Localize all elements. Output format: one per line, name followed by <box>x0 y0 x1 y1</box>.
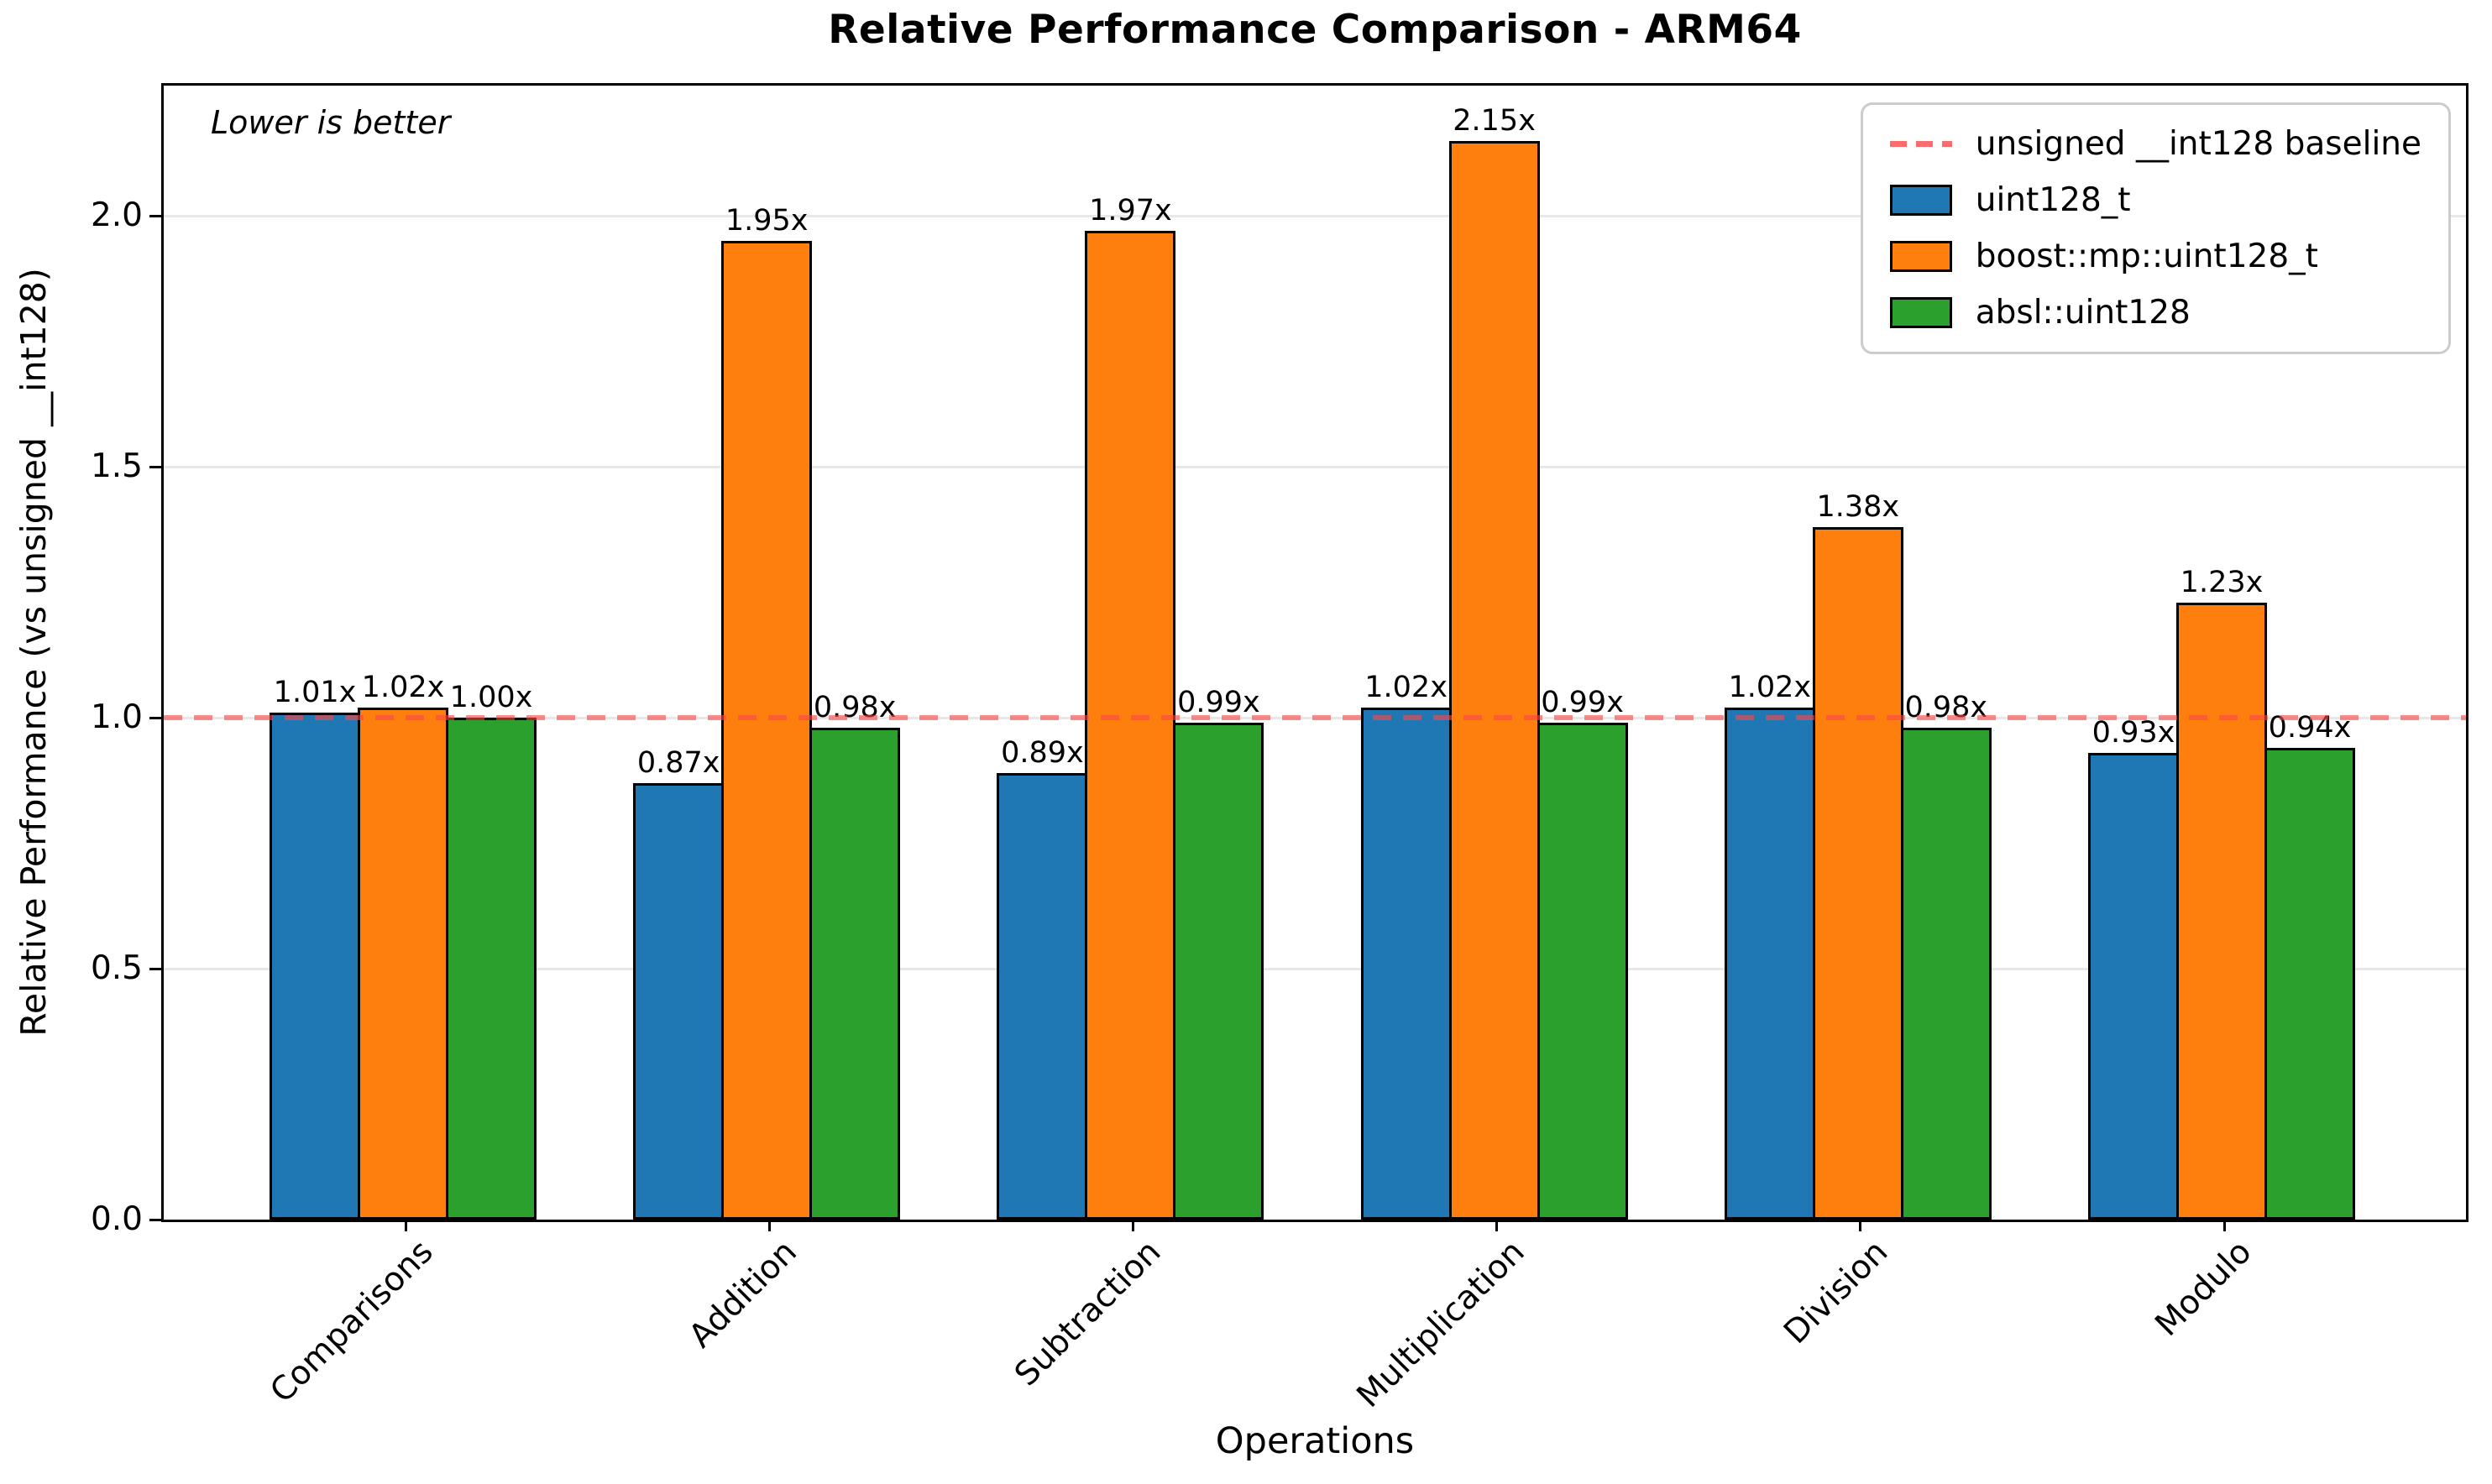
x-tick-mark <box>1859 1220 1862 1231</box>
legend-item-boost-mp-uint128-t: boost::mp::uint128_t <box>1889 238 2421 275</box>
value-label: 0.89x <box>1001 735 1084 770</box>
bar-group-multiplication: 1.02x 2.15x 0.99x <box>1360 104 1633 1220</box>
y-tick-label: 1.0 <box>90 698 143 737</box>
legend-label: boost::mp::uint128_t <box>1975 238 2318 275</box>
gridline-1.5 <box>164 465 2466 468</box>
value-label: 1.00x <box>449 681 533 715</box>
value-label: 1.02x <box>361 671 445 705</box>
y-tick-label: 1.5 <box>90 447 143 486</box>
value-label: 1.38x <box>1816 490 1900 525</box>
y-tick-label: 2.0 <box>90 196 143 235</box>
bar-boost-mp-uint128-t-comparisons: 1.02x <box>358 671 448 1220</box>
x-tick-mark <box>404 1220 407 1231</box>
bar-group-addition: 0.87x 1.95x 0.98x <box>633 204 905 1220</box>
bar-absl-uint128-modulo: 0.94x <box>2264 711 2355 1220</box>
bar-absl-uint128-division: 0.98x <box>1900 691 1992 1220</box>
bar-absl-uint128-addition: 0.98x <box>809 691 901 1220</box>
bar-group-comparisons: 1.01x 1.02x 1.00x <box>270 671 542 1220</box>
legend-color-swatch <box>1889 241 1952 272</box>
legend-label: uint128_t <box>1975 181 2131 219</box>
bar-boost-mp-uint128-t-modulo: 1.23x <box>2176 566 2267 1220</box>
legend-color-swatch <box>1889 185 1952 216</box>
value-label: 1.95x <box>725 204 809 238</box>
bar-boost-mp-uint128-t-subtraction: 1.97x <box>1085 194 1176 1220</box>
bar-boost-mp-uint128-t-division: 1.38x <box>1812 490 1903 1220</box>
legend-item-absl-uint128: absl::uint128 <box>1889 294 2421 332</box>
bar-absl-uint128-comparisons: 1.00x <box>446 681 537 1220</box>
value-label: 1.97x <box>1089 194 1172 228</box>
legend-dash-swatch <box>1889 141 1952 147</box>
y-axis-label: Relative Performance (vs unsigned __int1… <box>13 268 54 1037</box>
gridline-2.0 <box>164 214 2466 217</box>
x-tick-label-division: Division <box>1777 1233 1896 1352</box>
bar-absl-uint128-subtraction: 0.99x <box>1173 686 1264 1220</box>
value-label: 1.02x <box>1728 671 1812 705</box>
value-label: 1.02x <box>1364 671 1448 705</box>
legend-label: absl::uint128 <box>1975 294 2191 332</box>
value-label: 2.15x <box>1453 103 1536 138</box>
bar-uint128-t-addition: 0.87x <box>633 746 725 1220</box>
x-tick-label-addition: Addition <box>682 1233 805 1356</box>
x-tick-mark <box>2222 1220 2226 1231</box>
bar-uint128-t-modulo: 0.93x <box>2088 716 2179 1220</box>
y-tick-mark <box>149 716 161 719</box>
lower-is-better-annotation: Lower is better <box>211 104 451 141</box>
y-tick-mark <box>149 1218 161 1221</box>
value-label: 0.99x <box>1541 686 1624 720</box>
x-axis-label: Operations <box>1215 1420 1415 1462</box>
bar-boost-mp-uint128-t-addition: 1.95x <box>721 204 813 1220</box>
bar-uint128-t-subtraction: 0.89x <box>997 736 1088 1220</box>
x-tick-mark <box>1131 1220 1134 1231</box>
bar-group-division: 1.02x 1.38x 0.98x <box>1724 490 1997 1220</box>
plot-area: Lower is better 1.01x 1.02x 1.00x 0.87x 1.95… <box>161 83 2468 1222</box>
x-tick-label-comparisons: Comparisons <box>263 1233 441 1411</box>
x-tick-label-subtraction: Subtraction <box>1007 1233 1169 1394</box>
y-tick-mark <box>149 967 161 970</box>
bar-group-subtraction: 0.89x 1.97x 0.99x <box>997 194 1269 1220</box>
x-tick-label-modulo: Modulo <box>2148 1233 2259 1345</box>
legend-color-swatch <box>1889 297 1952 328</box>
value-label: 1.01x <box>273 676 357 710</box>
legend-item-unsigned-int128-baseline: unsigned __int128 baseline <box>1889 125 2421 163</box>
x-tick-mark <box>767 1220 771 1231</box>
x-tick-mark <box>1495 1220 1499 1231</box>
chart-title: Relative Performance Comparison - ARM64 <box>828 7 1802 53</box>
y-tick-label: 0.5 <box>90 949 143 988</box>
value-label: 1.23x <box>2180 565 2264 599</box>
y-tick-label: 0.0 <box>90 1200 143 1238</box>
gridline-0.5 <box>164 967 2466 970</box>
bar-absl-uint128-multiplication: 0.99x <box>1537 686 1628 1220</box>
legend-item-uint128-t: uint128_t <box>1889 181 2421 219</box>
bar-boost-mp-uint128-t-multiplication: 2.15x <box>1448 104 1540 1220</box>
y-tick-mark <box>149 465 161 468</box>
bar-uint128-t-division: 1.02x <box>1724 671 1815 1220</box>
legend-label: unsigned __int128 baseline <box>1975 125 2421 163</box>
x-tick-label-multiplication: Multiplication <box>1349 1233 1532 1415</box>
value-label: 0.93x <box>2092 716 2175 750</box>
value-label: 0.99x <box>1177 686 1260 720</box>
baseline-line <box>164 715 2466 721</box>
bar-group-modulo: 0.93x 1.23x 0.94x <box>2088 566 2360 1220</box>
value-label: 0.87x <box>636 745 720 780</box>
bar-uint128-t-multiplication: 1.02x <box>1360 671 1452 1220</box>
bar-uint128-t-comparisons: 1.01x <box>270 676 360 1220</box>
y-tick-mark <box>149 214 161 217</box>
